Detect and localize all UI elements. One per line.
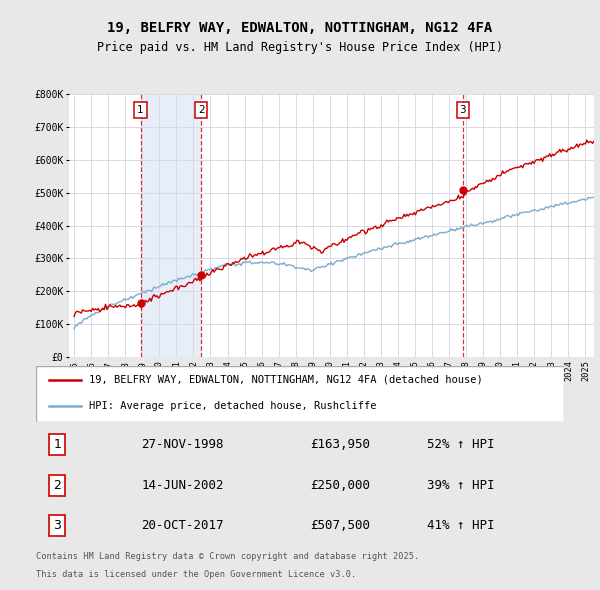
Text: 3: 3 [53, 519, 61, 532]
Text: 41% ↑ HPI: 41% ↑ HPI [427, 519, 494, 532]
Text: This data is licensed under the Open Government Licence v3.0.: This data is licensed under the Open Gov… [36, 570, 356, 579]
Text: HPI: Average price, detached house, Rushcliffe: HPI: Average price, detached house, Rush… [89, 401, 376, 411]
Text: 20-OCT-2017: 20-OCT-2017 [142, 519, 224, 532]
Text: Contains HM Land Registry data © Crown copyright and database right 2025.: Contains HM Land Registry data © Crown c… [36, 552, 419, 561]
Text: 39% ↑ HPI: 39% ↑ HPI [427, 478, 494, 492]
Text: 14-JUN-2002: 14-JUN-2002 [142, 478, 224, 492]
Text: 2: 2 [53, 478, 61, 492]
Text: 52% ↑ HPI: 52% ↑ HPI [427, 438, 494, 451]
Text: £507,500: £507,500 [311, 519, 371, 532]
Text: 1: 1 [137, 105, 144, 115]
FancyBboxPatch shape [36, 366, 564, 422]
Text: 3: 3 [460, 105, 466, 115]
Text: 19, BELFRY WAY, EDWALTON, NOTTINGHAM, NG12 4FA: 19, BELFRY WAY, EDWALTON, NOTTINGHAM, NG… [107, 21, 493, 35]
Text: £163,950: £163,950 [311, 438, 371, 451]
Text: 27-NOV-1998: 27-NOV-1998 [142, 438, 224, 451]
Text: £250,000: £250,000 [311, 478, 371, 492]
Text: 1: 1 [53, 438, 61, 451]
Text: 2: 2 [198, 105, 205, 115]
Text: Price paid vs. HM Land Registry's House Price Index (HPI): Price paid vs. HM Land Registry's House … [97, 41, 503, 54]
Bar [140, 94, 201, 357]
Text: 19, BELFRY WAY, EDWALTON, NOTTINGHAM, NG12 4FA (detached house): 19, BELFRY WAY, EDWALTON, NOTTINGHAM, NG… [89, 375, 482, 385]
